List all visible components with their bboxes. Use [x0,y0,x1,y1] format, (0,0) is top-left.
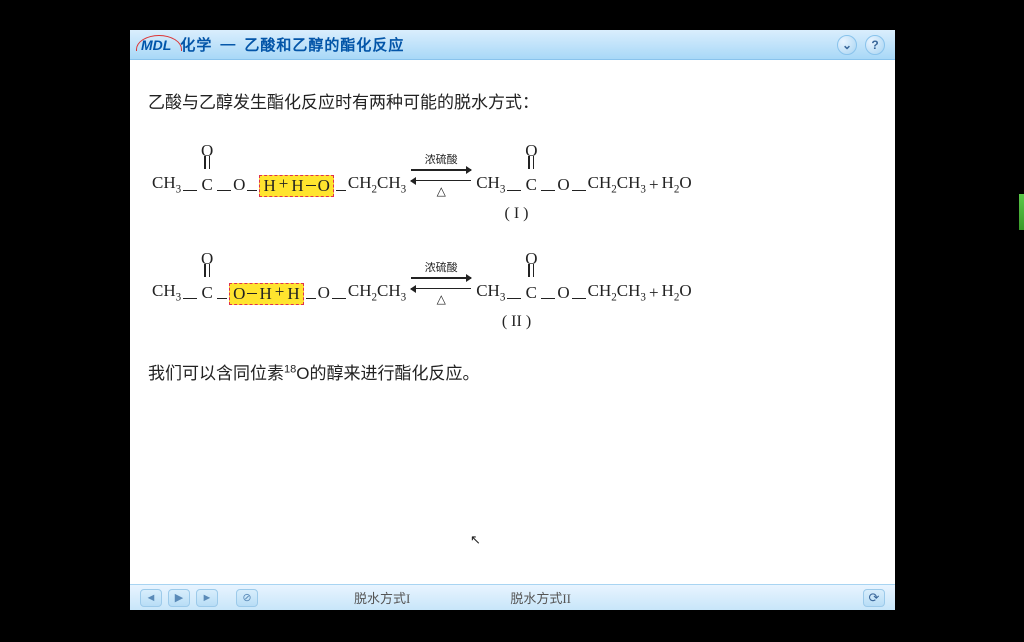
stop-icon[interactable]: ⊘ [236,589,258,607]
r2-carbonyl: O C [200,283,214,303]
hl-o: O [233,284,245,304]
r2-ethyl: CH2CH3 [348,281,406,303]
titlebar: MDL 化学 — 乙酸和乙醇的酯化反应 ⌄ ? [130,30,895,60]
bond [306,298,316,300]
hl-h2: H [287,284,299,304]
r1p-plus: + [649,175,659,195]
play-icon[interactable]: ▶ [168,589,190,607]
bond [507,298,521,300]
arrow-bottom-label: △ [409,184,473,199]
r1-highlight: H + H O [259,175,333,197]
hl-h: H [259,284,271,304]
bond [541,190,555,192]
bond [247,190,257,192]
hl-h2: H [291,176,303,196]
minimize-icon[interactable]: ⌄ [837,35,857,55]
reaction-2: CH3 O C O H + H O CH2CH3 浓硫酸 △ [152,251,885,303]
bond [572,298,586,300]
hl-plus: + [275,282,285,302]
app-window: MDL 化学 — 乙酸和乙醇的酯化反应 ⌄ ? 乙酸与乙醇发生酯化反应时有两种可… [130,30,895,610]
carbonyl-c: C [201,175,212,194]
double-bond [204,156,210,169]
r1p-ch3: CH3 [476,173,505,195]
conclusion-text: 我们可以含同位素18O的醇来进行酯化反应。 [148,359,885,384]
bond [247,293,257,295]
help-icon[interactable]: ? [865,35,885,55]
cursor-icon: ↖ [470,532,481,548]
title-separator: — [220,36,236,53]
r2p-o: O [557,283,569,303]
expand-icon[interactable]: ⟳ [863,589,885,607]
bond [306,185,316,187]
r2-o: O [318,283,330,303]
reaction-1-label: ( I ) [148,205,885,223]
bottombar: ◄ ▶ ► ⊘ 脱水方式I 脱水方式II ⟳ [130,584,895,610]
r1-ch2: CH2CH3 [348,173,406,195]
intro-text: 乙酸与乙醇发生酯化反应时有两种可能的脱水方式： [148,88,885,113]
bond [217,190,231,192]
r2p-ethyl: CH2CH3 [588,281,646,303]
hl-plus: + [279,174,289,194]
r1p-o: O [557,175,569,195]
bond [336,190,346,192]
bond [183,298,197,300]
r1-carbonyl: O C [200,175,214,195]
r2p-ch3: CH3 [476,281,505,303]
r1p-ethyl: CH2CH3 [588,173,646,195]
next-icon[interactable]: ► [196,589,218,607]
equilibrium-arrow: 浓硫酸 △ [409,155,473,195]
letterbox-bottom [0,612,1024,642]
hl-h: H [263,176,275,196]
r2p-plus: + [649,283,659,303]
arrow-top-label: 浓硫酸 [409,151,473,167]
r2p-carbonyl: O C [524,283,538,303]
reaction-1: CH3 O C O H + H O CH2CH3 浓硫酸 △ [152,143,885,195]
mode-2-button[interactable]: 脱水方式II [496,586,585,609]
r2p-water: H2O [662,281,692,303]
mode-1-button[interactable]: 脱水方式I [340,586,424,609]
bond [541,298,555,300]
bond [332,298,346,300]
side-indicator [1019,194,1024,230]
r1p-carbonyl: O C [524,175,538,195]
r2-ch3: CH3 [152,281,181,303]
hl-o: O [318,176,330,196]
content-area: 乙酸与乙醇发生酯化反应时有两种可能的脱水方式： CH3 O C O H + H … [130,60,895,584]
letterbox-top [0,0,1024,30]
bond [507,190,521,192]
reaction-2-label: ( II ) [148,313,885,331]
logo: MDL [140,36,172,54]
title-topic: 乙酸和乙醇的酯化反应 [244,34,404,55]
bond [183,190,197,192]
r1-o: O [233,175,245,195]
title-subject: 化学 [180,34,212,55]
bond [572,190,586,192]
bond [217,298,227,300]
equilibrium-arrow: 浓硫酸 △ [409,263,473,303]
r1p-water: H2O [662,173,692,195]
r1-ch3: CH3 [152,173,181,195]
prev-icon[interactable]: ◄ [140,589,162,607]
r2-highlight: O H + H [229,283,303,305]
